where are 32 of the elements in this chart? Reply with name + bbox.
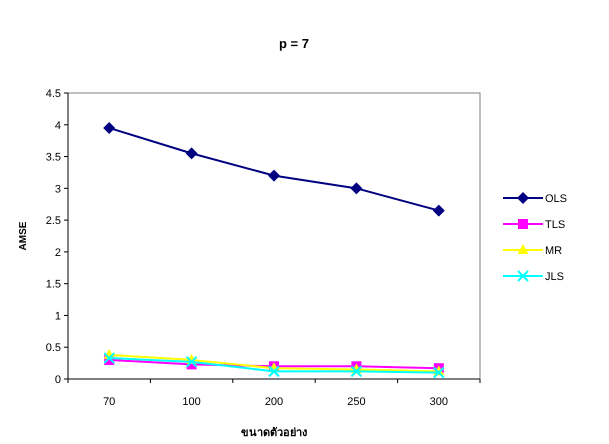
x-tick-label: 250 bbox=[347, 396, 366, 408]
y-tick-label: 1.5 bbox=[46, 278, 61, 291]
legend-label: JLS bbox=[545, 271, 564, 283]
y-tick-label: 1 bbox=[54, 310, 61, 322]
point bbox=[103, 122, 116, 134]
x-tick-label: 300 bbox=[430, 396, 448, 408]
legend-label: TLS bbox=[545, 219, 566, 231]
y-tick-label: 2.5 bbox=[46, 215, 61, 228]
x-tick-label: 200 bbox=[264, 396, 284, 408]
point bbox=[186, 147, 198, 160]
y-axis-title: AMSE bbox=[18, 221, 29, 250]
x-tick-label: 70 bbox=[103, 396, 116, 408]
point bbox=[268, 365, 280, 378]
point bbox=[432, 366, 445, 379]
y-tick-label: 2 bbox=[54, 246, 61, 259]
y-tick-label: 3.5 bbox=[46, 152, 61, 164]
y-tick-label: 0 bbox=[54, 374, 61, 386]
point bbox=[432, 204, 445, 217]
point bbox=[268, 170, 280, 182]
y-tick-label: 4 bbox=[54, 120, 61, 132]
x-axis-title: ขนาดตัวอย่าง bbox=[241, 426, 307, 439]
y-tick-label: 0.5 bbox=[46, 342, 61, 354]
point bbox=[350, 182, 362, 194]
point bbox=[186, 356, 198, 368]
x-tick-label: 100 bbox=[182, 396, 201, 408]
y-tick-label: 3 bbox=[54, 183, 61, 196]
legend-label: MR bbox=[545, 245, 562, 257]
y-tick-label: 4.5 bbox=[46, 88, 61, 100]
legend-label: OLS bbox=[545, 193, 568, 205]
chart-title: p = 7 bbox=[279, 36, 309, 51]
point bbox=[103, 352, 116, 364]
point bbox=[350, 365, 362, 378]
